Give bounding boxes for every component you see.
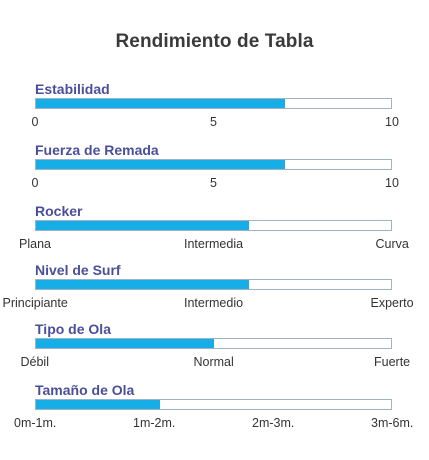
bar-fill — [36, 221, 249, 230]
tick-label: 0m-1m. — [14, 416, 57, 430]
tick-label: Intermedio — [184, 296, 244, 310]
tick-label: 3m-6m. — [371, 416, 414, 430]
tick-label: Débil — [20, 355, 50, 369]
tick-label: 1m-2m. — [133, 416, 176, 430]
tick-label: 0 — [31, 115, 39, 129]
bar-track — [35, 338, 392, 349]
bar-fill — [36, 99, 285, 108]
tick-label: 5 — [210, 176, 217, 190]
bar-track — [35, 279, 392, 290]
metric-row: Tamaño de Ola 0m-1m. 1m-2m. 2m-3m. 3m-6m. — [0, 382, 429, 442]
metric-row: Tipo de Ola Débil Normal Fuerte — [0, 321, 429, 381]
tick-label: 10 — [385, 115, 399, 129]
metric-label: Estabilidad — [35, 81, 110, 97]
bar-fill — [36, 160, 285, 169]
metric-label: Rocker — [35, 203, 83, 219]
metric-row: Estabilidad 0 5 10 — [0, 81, 429, 141]
tick-label: Principiante — [2, 296, 68, 310]
metric-label: Nivel de Surf — [35, 262, 121, 278]
bar-fill — [36, 280, 249, 289]
tick-label: Curva — [375, 237, 409, 251]
tick-label: 0 — [31, 176, 39, 190]
metric-label: Fuerza de Remada — [35, 142, 159, 158]
metric-row: Fuerza de Remada 0 5 10 — [0, 142, 429, 202]
metric-label: Tamaño de Ola — [35, 382, 135, 398]
tick-label: Experto — [370, 296, 414, 310]
tick-label: Plana — [19, 237, 51, 251]
bar-fill — [36, 339, 214, 348]
tick-label: 10 — [385, 176, 399, 190]
metric-label: Tipo de Ola — [35, 321, 111, 337]
tick-label: Intermedia — [184, 237, 244, 251]
bar-fill — [36, 400, 161, 409]
chart-title: Rendimiento de Tabla — [115, 31, 314, 52]
bar-track — [35, 220, 392, 231]
tick-label: 5 — [210, 115, 217, 129]
bar-track — [35, 98, 392, 109]
tick-label: Fuerte — [374, 355, 411, 369]
metric-row: Nivel de Surf Principiante Intermedio Exper… — [0, 262, 429, 322]
bar-track — [35, 399, 392, 410]
tick-label: 2m-3m. — [252, 416, 295, 430]
metric-row: Rocker Plana Intermedia Curva — [0, 203, 429, 263]
bar-track — [35, 159, 392, 170]
tick-label: Normal — [193, 355, 234, 369]
